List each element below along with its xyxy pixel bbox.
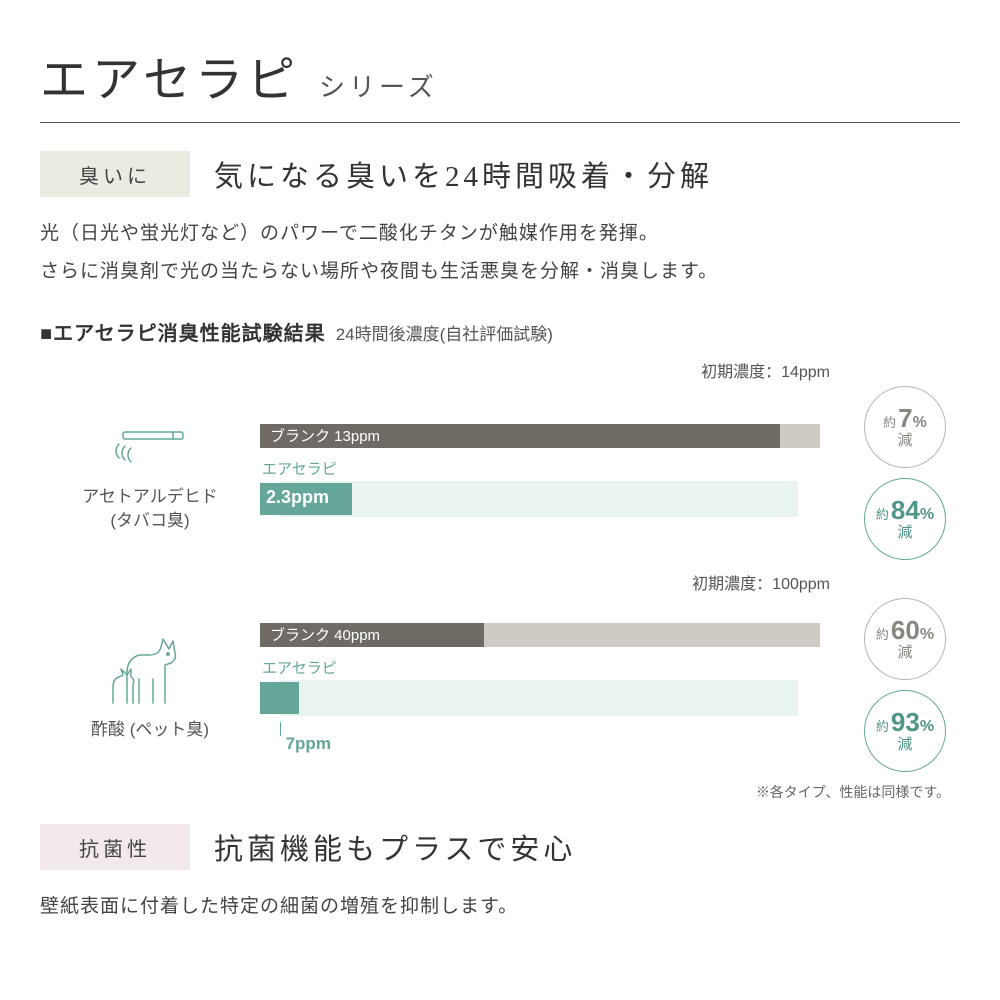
brand-bar-track [260,680,836,720]
cigarette-icon-wrap [105,414,195,479]
bars-col: ブランク 40ppm エアセラピ 7ppm [260,619,836,752]
reduction-badge-gray: 約 60% 減 [864,598,946,680]
section2-tag: 抗菌性 [40,824,190,870]
badge-percent: 93% [891,708,934,737]
badge-col: 約 7% 減 約 84% 減 [850,386,960,560]
badge-percent: 84% [891,496,934,525]
badge-yaku: 約 [876,508,889,522]
title-row: エアセラピ シリーズ [40,40,960,110]
main-title: エアセラピ [40,40,299,110]
badge-yaku: 約 [883,416,896,430]
title-divider [40,122,960,123]
chart-area: 初期濃度：14ppm アセトアルデヒド(タバコ臭) ブランク 13ppm エアセラピ… [40,358,960,772]
brand-ppm-value: 7ppm [286,734,331,754]
section2-body: 壁紙表面に付着した特定の細菌の増殖を抑制します。 [40,888,960,926]
brand-bar [260,682,299,714]
brand-ppm-callout: 7ppm [260,726,836,752]
section1-head: 臭いに 気になる臭いを24時間吸着・分解 [40,151,960,197]
badge-col: 約 60% 減 約 93% 減 [850,598,960,772]
blank-bar: ブランク 40ppm [260,623,484,647]
brand-name-label: エアセラピ [262,657,836,678]
badge-gen: 減 [897,645,912,662]
chart-left-col: アセトアルデヒド(タバコ臭) [40,414,260,533]
arrow-body [282,481,798,517]
badge-gen: 減 [897,737,912,754]
section1-tag: 臭いに [40,151,190,197]
brand-ppm-value: 2.3ppm [266,487,329,508]
ppm-tick [280,722,281,736]
substance-label: 酢酸 (ペット臭) [91,718,209,742]
reduction-badge-teal: 約 84% 減 [864,478,946,560]
badge-percent: 60% [891,616,934,645]
chart-group-acetic: 初期濃度：100ppm 酢酸 (ペット臭) ブランク 40ppm エアセラピ 7ppm… [40,570,960,772]
chart-group-acetaldehyde: 初期濃度：14ppm アセトアルデヒド(タバコ臭) ブランク 13ppm エアセラピ… [40,358,960,560]
chart-row: 酢酸 (ペット臭) ブランク 40ppm エアセラピ 7ppm 約 60% 減 約 9… [40,598,960,772]
chart-title-row: ■エアセラピ消臭性能試験結果 24時間後濃度(自社評価試験) [40,317,960,346]
badge-gen: 減 [897,525,912,542]
chart-row: アセトアルデヒド(タバコ臭) ブランク 13ppm エアセラピ 2.3ppm 約 7%… [40,386,960,560]
initial-concentration-label: 初期濃度：100ppm [40,570,830,594]
section1-body-line1: 光（日光や蛍光灯など）のパワーで二酸化チタンが触媒作用を発揮。 [40,223,659,244]
chart-title: ■エアセラピ消臭性能試験結果 [40,317,326,346]
reduction-arrow [260,680,798,716]
chart-left-col: 酢酸 (ペット臭) [40,629,260,742]
reduction-badge-gray: 約 7% 減 [864,386,946,468]
badge-yaku: 約 [876,720,889,734]
substance-label: アセトアルデヒド(タバコ臭) [82,485,218,533]
section1-body-line2: さらに消臭剤で光の当たらない場所や夜間も生活悪臭を分解・消臭します。 [40,261,718,282]
section1-body: 光（日光や蛍光灯など）のパワーで二酸化チタンが触媒作用を発揮。 さらに消臭剤で光… [40,215,960,291]
cigarette-icon [105,414,195,474]
sub-title: シリーズ [319,67,438,104]
section2-head: 抗菌性 抗菌機能もプラスで安心 [40,824,960,870]
chart-subtitle: 24時間後濃度(自社評価試験) [336,320,553,345]
badge-gen: 減 [897,433,912,450]
initial-concentration-label: 初期濃度：14ppm [40,358,830,382]
brand-bar-track: 2.3ppm [260,481,836,521]
chart-footnote: ※各タイプ、性能は同様です。 [40,782,950,802]
pet-icon [105,629,195,707]
pet-icon-wrap [105,629,195,712]
brand-name-label: エアセラピ [262,458,836,479]
badge-yaku: 約 [876,628,889,642]
bars-col: ブランク 13ppm エアセラピ 2.3ppm [260,420,836,527]
section1-heading: 気になる臭いを24時間吸着・分解 [214,153,713,195]
blank-bar-track: ブランク 13ppm [260,420,836,452]
blank-bar: ブランク 13ppm [260,424,780,448]
reduction-badge-teal: 約 93% 減 [864,690,946,772]
section2-heading: 抗菌機能もプラスで安心 [214,826,576,868]
arrow-body [282,680,798,716]
blank-bar-track: ブランク 40ppm [260,619,836,651]
badge-percent: 7% [898,404,927,433]
